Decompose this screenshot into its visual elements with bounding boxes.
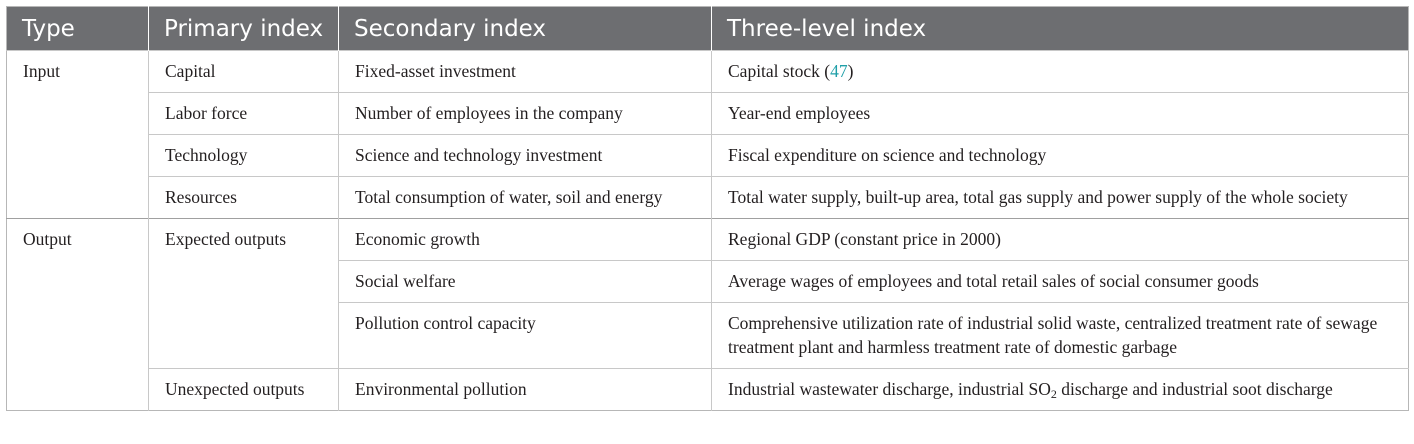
primary-cell: Capital: [148, 50, 339, 93]
subscript-text: 2: [1050, 387, 1057, 401]
three-level-cell: Fiscal expenditure on science and techno…: [711, 134, 1409, 177]
three-level-text: Industrial wastewater discharge, industr…: [728, 379, 1051, 399]
secondary-cell: Economic growth: [338, 218, 712, 261]
table-row: Pollution control capacity Comprehensive…: [7, 302, 1409, 369]
three-level-text: Capital stock (: [728, 61, 831, 81]
table-row: Resources Total consumption of water, so…: [7, 176, 1409, 219]
header-row: Type Primary index Secondary index Three…: [6, 6, 1409, 51]
header-primary-index: Primary index: [148, 6, 339, 51]
primary-cell-unexpected: Unexpected outputs: [148, 368, 339, 411]
secondary-cell: Number of employees in the company: [338, 92, 712, 135]
table-row: Labor force Number of employees in the c…: [7, 92, 1409, 135]
table-row: Technology Science and technology invest…: [7, 134, 1409, 177]
table-row: Output Expected outputs Economic growth …: [6, 218, 1409, 411]
three-level-cell: Regional GDP (constant price in 2000): [711, 218, 1409, 261]
three-level-cell: Capital stock (47): [711, 50, 1409, 93]
secondary-cell: Science and technology investment: [338, 134, 712, 177]
three-level-cell: Comprehensive utilization rate of indust…: [711, 302, 1409, 369]
primary-cell: Technology: [148, 134, 339, 177]
three-level-text-end: discharge and industrial soot discharge: [1056, 379, 1333, 399]
table-row: Unexpected outputs Environmental polluti…: [7, 368, 1409, 411]
secondary-cell: Pollution control capacity: [338, 302, 712, 369]
table-row: Social welfare Average wages of employee…: [7, 260, 1409, 303]
header-secondary-index: Secondary index: [338, 6, 712, 51]
three-level-cell: Average wages of employees and total ret…: [711, 260, 1409, 303]
table-row: Input Capital Fixed-asset investment Cap…: [6, 50, 1409, 219]
type-cell-output: Output: [6, 218, 149, 411]
secondary-cell: Fixed-asset investment: [338, 50, 712, 93]
primary-cell: Resources: [148, 176, 339, 219]
secondary-cell: Total consumption of water, soil and ene…: [338, 176, 712, 219]
header-type: Type: [6, 6, 149, 51]
three-level-cell: Total water supply, built-up area, total…: [711, 176, 1409, 219]
three-level-text-end: ): [847, 61, 854, 81]
secondary-cell: Environmental pollution: [338, 368, 712, 411]
reference-link[interactable]: 47: [830, 61, 848, 81]
three-level-cell: Year-end employees: [711, 92, 1409, 135]
header-three-level-index: Three-level index: [711, 6, 1409, 51]
type-cell-input: Input: [6, 50, 149, 219]
primary-cell-expected: Expected outputs: [148, 218, 339, 369]
primary-cell: Labor force: [148, 92, 339, 135]
three-level-cell: Industrial wastewater discharge, industr…: [711, 368, 1409, 411]
secondary-cell: Social welfare: [338, 260, 712, 303]
index-table: Type Primary index Secondary index Three…: [6, 6, 1409, 411]
